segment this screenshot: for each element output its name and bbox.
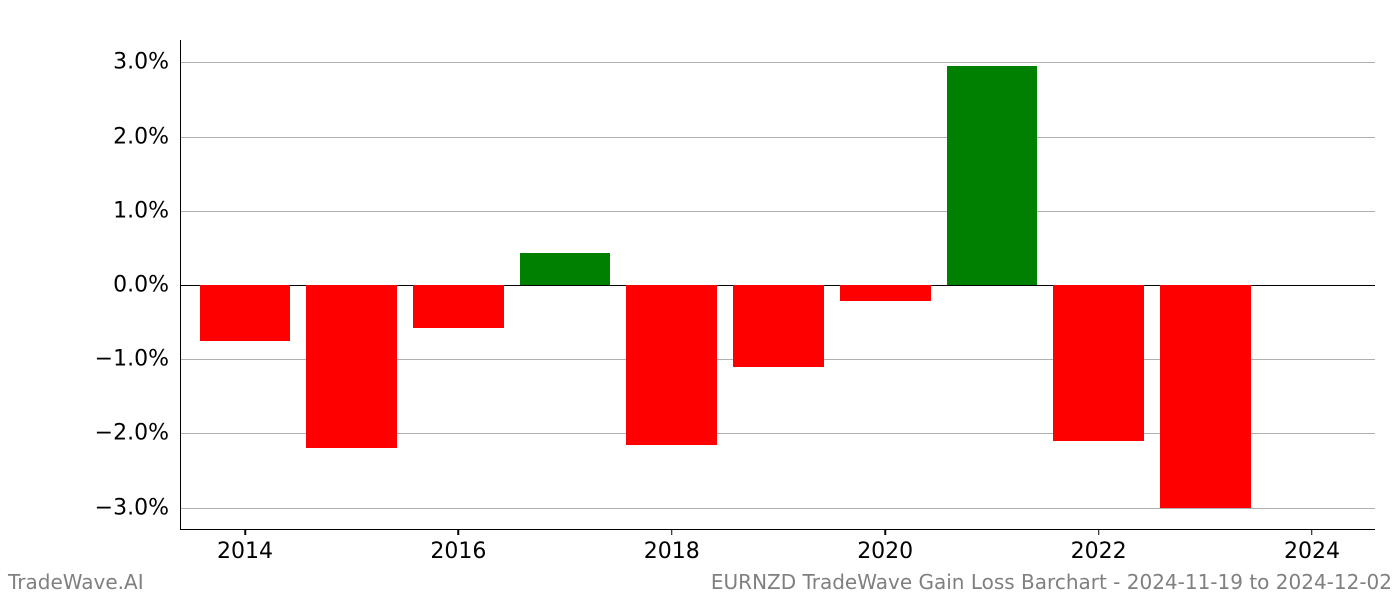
y-tick-label: −1.0% (95, 347, 181, 372)
bar-2022 (1053, 285, 1144, 441)
x-tick-label: 2020 (857, 529, 913, 564)
bar-2017 (520, 253, 611, 285)
x-tick-label: 2022 (1071, 529, 1127, 564)
footer-left: TradeWave.AI (8, 570, 144, 594)
x-tick-label: 2018 (644, 529, 700, 564)
bar-2019 (733, 285, 824, 367)
chart-container: −3.0% −2.0% −1.0% 0.0% 1.0% 2.0% 3.0% 2014 2016 2… (0, 0, 1400, 600)
gridline (181, 62, 1375, 63)
bar-2021 (947, 66, 1038, 285)
x-tick-label: 2016 (430, 529, 486, 564)
gridline (181, 211, 1375, 212)
bar-2020 (840, 285, 931, 301)
gridline (181, 137, 1375, 138)
bar-2014 (200, 285, 291, 341)
footer-right: EURNZD TradeWave Gain Loss Barchart - 20… (711, 570, 1392, 594)
bar-2018 (626, 285, 717, 445)
bar-2016 (413, 285, 504, 328)
y-tick-label: −3.0% (95, 495, 181, 520)
gridline (181, 508, 1375, 509)
y-tick-label: −2.0% (95, 421, 181, 446)
plot-area: −3.0%−2.0%−1.0%0.0%1.0%2.0%3.0%201420162… (180, 40, 1375, 530)
y-tick-label: 3.0% (113, 50, 181, 75)
x-tick-label: 2024 (1284, 529, 1340, 564)
y-tick-label: 0.0% (113, 273, 181, 298)
bar-2015 (306, 285, 397, 448)
x-tick-label: 2014 (217, 529, 273, 564)
y-tick-label: 2.0% (113, 124, 181, 149)
y-tick-label: 1.0% (113, 198, 181, 223)
bar-2023 (1160, 285, 1251, 508)
